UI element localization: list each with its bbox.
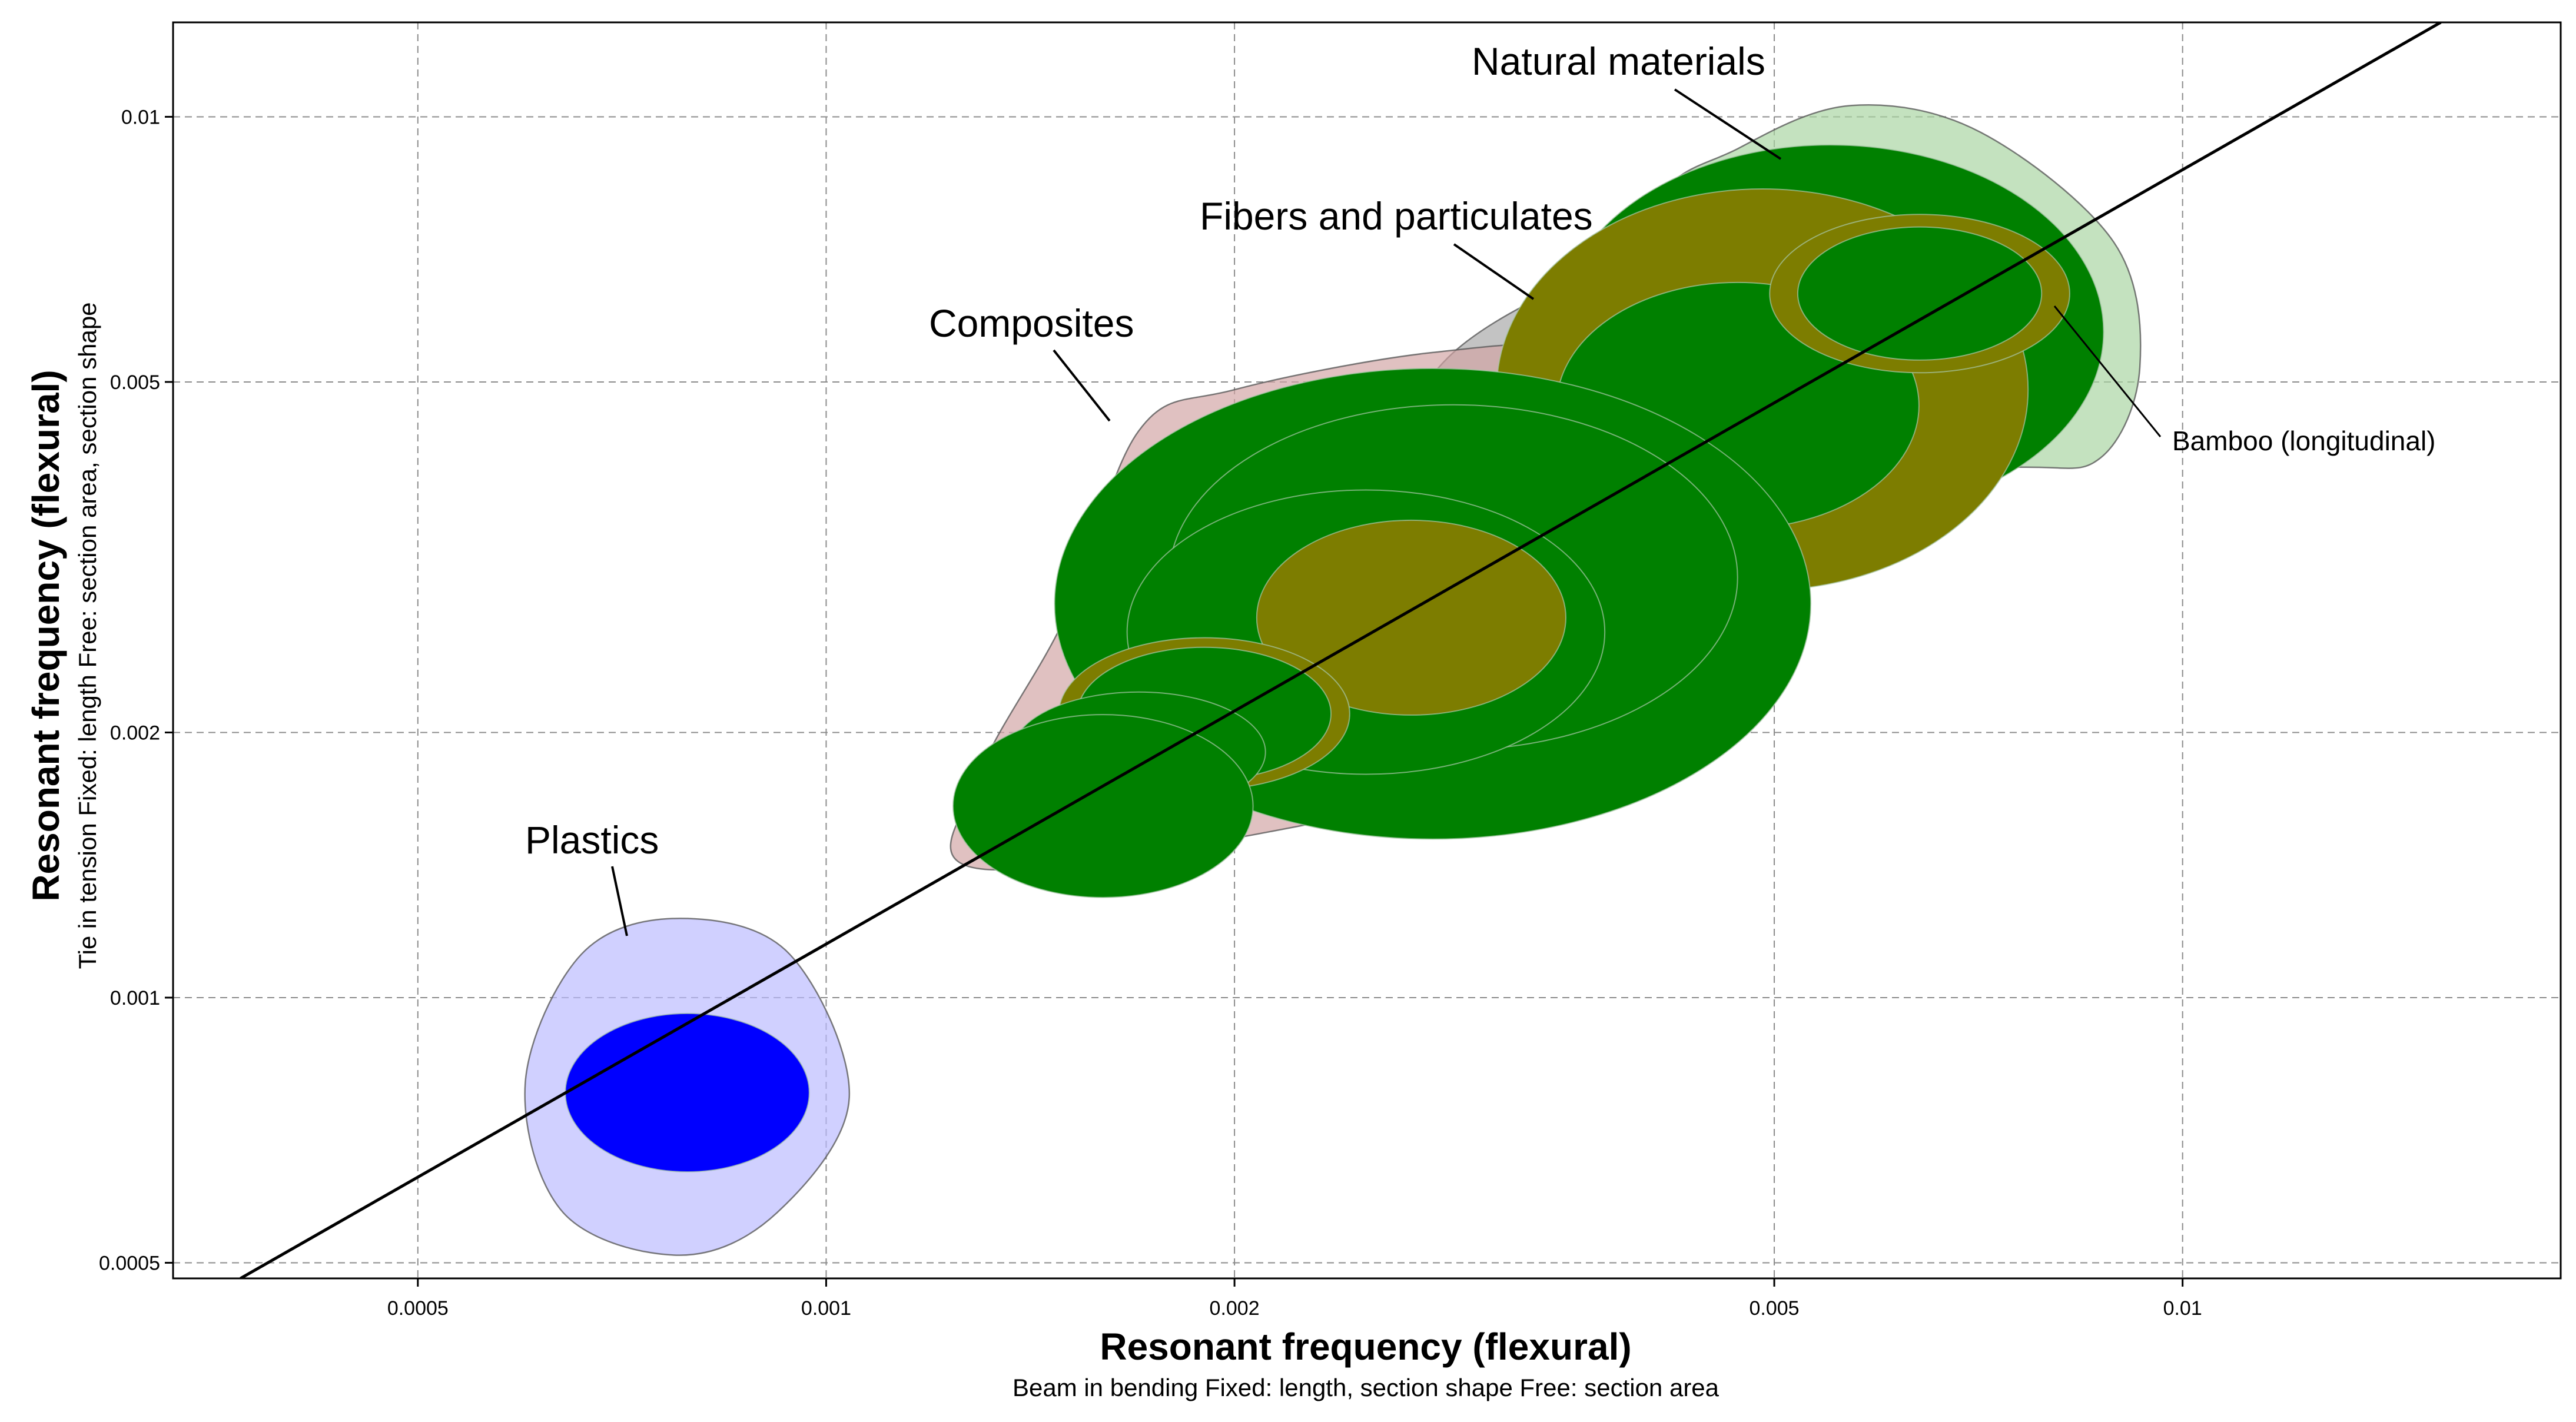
label-composites: Composites bbox=[929, 301, 1134, 345]
leader-plastics bbox=[611, 866, 628, 936]
x-tick-label: 0.0005 bbox=[387, 1297, 449, 1320]
y-axis-subtitle: Tie in tension Fixed: length Free: secti… bbox=[74, 302, 101, 969]
x-tick-label: 0.001 bbox=[801, 1297, 851, 1320]
plot-frame bbox=[172, 21, 2562, 1280]
bubble-plastic bbox=[565, 1012, 810, 1172]
y-tick-label: 0.001 bbox=[110, 987, 160, 1009]
label-fibers-and-particulates: Fibers and particulates bbox=[1200, 194, 1593, 238]
tick-marks bbox=[165, 115, 2184, 1287]
bubble-bamboo-longitudinal bbox=[1797, 226, 2043, 361]
bubble-composite bbox=[1256, 519, 1566, 716]
x-axis-subtitle: Beam in bending Fixed: length, section s… bbox=[1013, 1374, 1719, 1401]
guideline-slope-1 bbox=[240, 22, 2442, 1278]
y-axis-title: Resonant frequency (flexural) bbox=[25, 370, 67, 901]
y-tick-label: 0.005 bbox=[110, 371, 160, 394]
bubble-composite bbox=[952, 714, 1254, 898]
x-tick-label: 0.002 bbox=[1210, 1297, 1260, 1320]
y-tick-label: 0.01 bbox=[121, 106, 160, 128]
plot-area bbox=[240, 22, 2442, 1278]
label-bamboo-longitudinal: Bamboo (longitudinal) bbox=[2172, 426, 2436, 456]
leader-composites bbox=[1053, 349, 1111, 422]
x-axis-title: Resonant frequency (flexural) bbox=[1100, 1325, 1631, 1368]
guideline bbox=[240, 22, 2442, 1278]
leader-lines bbox=[611, 88, 2162, 936]
x-tick-label: 0.005 bbox=[1749, 1297, 1799, 1320]
y-tick-label: 0.002 bbox=[110, 722, 160, 744]
label-natural-materials: Natural materials bbox=[1472, 39, 1765, 83]
leader-natural-materials bbox=[1674, 88, 1782, 160]
leader-fibers-and-particulates bbox=[1453, 243, 1535, 300]
x-tick-label: 0.01 bbox=[2163, 1297, 2202, 1320]
label-plastics: Plastics bbox=[525, 818, 659, 862]
bubbles bbox=[565, 144, 2104, 1172]
y-tick-label: 0.0005 bbox=[99, 1252, 160, 1274]
leader-bamboo-longitudinal bbox=[2053, 305, 2162, 437]
